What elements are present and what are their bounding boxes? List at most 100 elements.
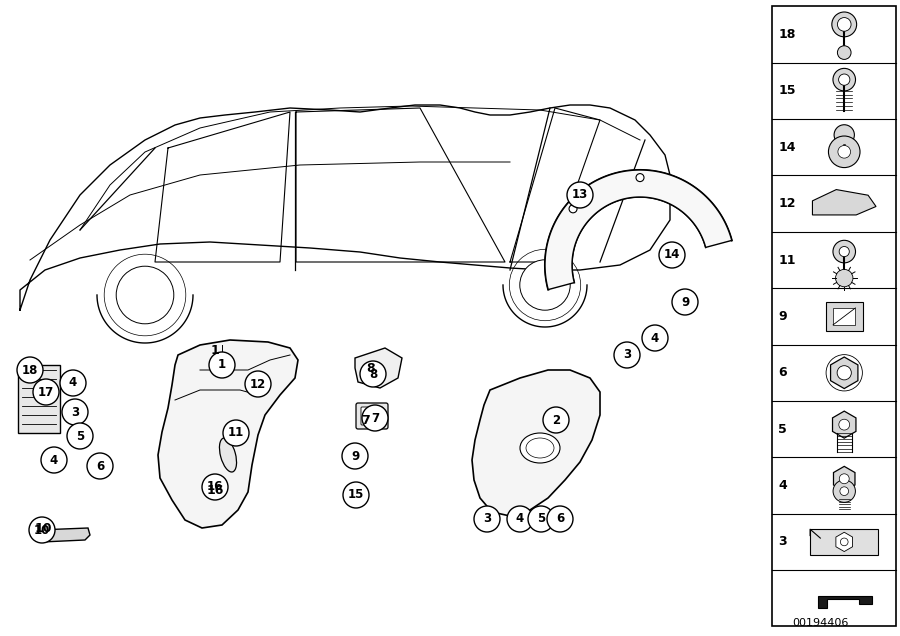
Circle shape: [543, 407, 569, 433]
Circle shape: [67, 423, 93, 449]
Circle shape: [840, 487, 849, 495]
Text: 16: 16: [206, 483, 224, 497]
Circle shape: [29, 517, 55, 543]
Text: 12: 12: [250, 378, 266, 391]
Circle shape: [62, 399, 88, 425]
Text: 8: 8: [366, 361, 375, 375]
FancyBboxPatch shape: [356, 403, 388, 429]
Polygon shape: [545, 170, 732, 289]
Circle shape: [520, 259, 571, 310]
Polygon shape: [38, 528, 90, 542]
Circle shape: [33, 379, 59, 405]
Circle shape: [832, 12, 857, 37]
Circle shape: [659, 242, 685, 268]
Circle shape: [474, 506, 500, 532]
Text: 6: 6: [778, 366, 787, 379]
Text: 7: 7: [361, 413, 370, 427]
Circle shape: [41, 447, 67, 473]
Circle shape: [614, 342, 640, 368]
FancyBboxPatch shape: [833, 308, 855, 325]
Text: 8: 8: [369, 368, 377, 380]
Circle shape: [60, 370, 86, 396]
Circle shape: [829, 136, 860, 167]
Circle shape: [528, 506, 554, 532]
Text: 17: 17: [38, 385, 54, 399]
FancyBboxPatch shape: [772, 6, 896, 626]
Text: 6: 6: [556, 513, 564, 525]
Text: 1: 1: [211, 343, 220, 357]
Text: 11: 11: [778, 254, 796, 266]
Polygon shape: [818, 596, 872, 608]
Ellipse shape: [520, 433, 560, 463]
Circle shape: [87, 453, 113, 479]
FancyBboxPatch shape: [18, 365, 60, 433]
Text: 4: 4: [50, 453, 58, 466]
FancyBboxPatch shape: [361, 407, 383, 425]
FancyBboxPatch shape: [825, 302, 863, 331]
Text: 00194406: 00194406: [792, 618, 848, 628]
Polygon shape: [836, 532, 852, 551]
Text: 14: 14: [664, 249, 680, 261]
Text: 9: 9: [778, 310, 787, 323]
Circle shape: [835, 270, 853, 287]
Text: 13: 13: [572, 188, 588, 202]
Text: 7: 7: [371, 411, 379, 424]
Polygon shape: [472, 370, 600, 516]
Circle shape: [839, 247, 850, 257]
Ellipse shape: [526, 438, 554, 458]
Circle shape: [837, 46, 851, 59]
Circle shape: [362, 405, 388, 431]
Polygon shape: [833, 466, 855, 491]
Text: 15: 15: [778, 85, 796, 97]
Text: 18: 18: [778, 28, 796, 41]
Text: 9: 9: [681, 296, 689, 308]
Circle shape: [839, 74, 850, 85]
Text: 4: 4: [69, 377, 77, 389]
Circle shape: [642, 325, 668, 351]
Circle shape: [202, 474, 228, 500]
Text: 5: 5: [778, 423, 787, 436]
Text: 14: 14: [778, 141, 796, 154]
Circle shape: [833, 68, 856, 91]
Text: 2: 2: [552, 413, 560, 427]
Circle shape: [116, 266, 174, 324]
FancyBboxPatch shape: [810, 529, 878, 555]
Text: 9: 9: [351, 450, 359, 462]
Polygon shape: [813, 190, 876, 215]
Circle shape: [342, 443, 368, 469]
Text: 1: 1: [218, 359, 226, 371]
Circle shape: [672, 289, 698, 315]
Circle shape: [567, 182, 593, 208]
Circle shape: [839, 419, 850, 430]
Text: 5: 5: [76, 429, 84, 443]
FancyBboxPatch shape: [0, 0, 756, 636]
Circle shape: [547, 506, 573, 532]
Circle shape: [360, 361, 386, 387]
Text: 10: 10: [34, 523, 50, 537]
Circle shape: [209, 352, 235, 378]
Circle shape: [569, 205, 577, 213]
Text: 10: 10: [34, 522, 52, 534]
Ellipse shape: [220, 438, 237, 472]
Circle shape: [841, 538, 848, 546]
Circle shape: [223, 420, 249, 446]
Text: 4: 4: [651, 331, 659, 345]
Circle shape: [837, 366, 851, 380]
Text: 15: 15: [347, 488, 365, 502]
Circle shape: [507, 506, 533, 532]
Text: 6: 6: [96, 459, 104, 473]
Circle shape: [834, 125, 854, 145]
Circle shape: [245, 371, 271, 397]
Text: 16: 16: [207, 481, 223, 494]
Circle shape: [838, 146, 850, 158]
Circle shape: [837, 18, 851, 31]
Circle shape: [833, 240, 856, 263]
Polygon shape: [831, 357, 858, 389]
Text: 4: 4: [516, 513, 524, 525]
Text: 18: 18: [22, 364, 38, 377]
Circle shape: [17, 357, 43, 383]
Text: 5: 5: [537, 513, 545, 525]
Text: 12: 12: [778, 197, 796, 210]
Text: 11: 11: [228, 427, 244, 439]
Text: 3: 3: [71, 406, 79, 418]
